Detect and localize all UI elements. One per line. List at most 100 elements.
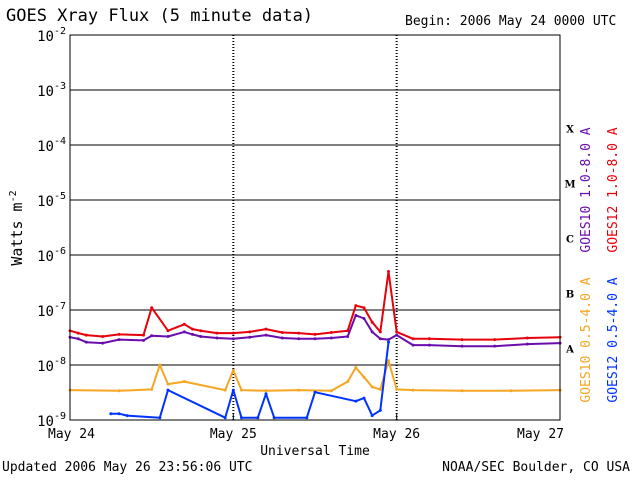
data-point: [395, 333, 399, 337]
y-axis-label-exp: -2: [8, 190, 19, 202]
data-point: [313, 337, 317, 341]
updated-timestamp: Updated 2006 May 26 23:56:06 UTC: [2, 460, 253, 475]
flare-class-label: M: [564, 179, 575, 190]
data-point: [493, 344, 497, 348]
y-tick-label: 10-4: [37, 136, 66, 155]
data-point: [142, 338, 145, 342]
flare-class-label: C: [566, 234, 574, 245]
data-point: [150, 334, 154, 338]
data-point: [354, 313, 358, 317]
data-point: [248, 335, 252, 339]
data-point: [346, 329, 350, 333]
data-point: [460, 344, 464, 348]
legend: GOES10 1.0-8.0 A GOES12 1.0-8.0 A GOES10 0…: [579, 127, 621, 402]
data-point: [297, 337, 301, 341]
data-point: [378, 337, 382, 341]
data-point: [182, 330, 186, 334]
data-point: [460, 338, 464, 342]
data-point: [346, 380, 350, 384]
y-axis-ticks: 10-910-810-710-610-510-410-310-2: [37, 26, 560, 430]
data-point: [231, 331, 235, 335]
data-point: [378, 408, 382, 412]
y-tick-base: 10: [37, 359, 54, 375]
legend-entry: GOES10 1.0-8.0 A: [579, 127, 594, 252]
data-point: [354, 304, 358, 308]
begin-time: Begin: 2006 May 24 0000 UTC: [405, 14, 617, 29]
data-point: [378, 387, 382, 391]
x-tick-label: May 24: [48, 427, 95, 442]
data-point: [84, 340, 88, 344]
x-axis-label: Universal Time: [260, 444, 370, 459]
data-point: [240, 388, 243, 392]
data-point: [378, 330, 382, 334]
data-point: [117, 332, 121, 336]
data-point: [411, 388, 415, 392]
data-point: [362, 317, 366, 321]
data-point: [354, 399, 358, 403]
data-point: [191, 332, 194, 336]
data-point: [191, 327, 194, 331]
data-point: [395, 387, 399, 391]
data-point: [427, 337, 431, 341]
data-point: [264, 392, 268, 396]
y-tick-label: 10-5: [37, 191, 66, 210]
y-tick-base: 10: [37, 194, 54, 210]
y-tick-base: 10: [37, 29, 54, 45]
y-tick-base: 10: [37, 304, 54, 320]
flare-class-label: A: [565, 344, 574, 355]
data-point: [248, 330, 252, 334]
y-tick-label: 10-3: [37, 81, 66, 100]
data-point: [297, 331, 301, 335]
plot-frame: [69, 34, 561, 421]
data-point: [411, 343, 415, 347]
data-point: [158, 416, 162, 420]
data-point: [387, 270, 390, 274]
x-tick-label: May 25: [210, 427, 257, 442]
data-point: [199, 334, 203, 338]
legend-entry: GOES12 1.0-8.0 A: [606, 127, 621, 252]
legend-entry: GOES10 0.5-4.0 A: [579, 277, 594, 402]
data-point: [395, 330, 399, 334]
data-point: [125, 414, 129, 418]
data-point: [525, 342, 529, 346]
data-point: [509, 389, 513, 393]
y-tick-exp: -5: [54, 191, 66, 202]
data-point: [354, 366, 358, 370]
data-point: [427, 343, 431, 347]
data-point: [313, 332, 317, 336]
credit-text: NOAA/SEC Boulder, CO USA: [442, 460, 630, 475]
y-tick-exp: -3: [54, 81, 66, 92]
data-point: [76, 337, 80, 341]
x-axis-ticks: May 24 May 25 May 26 May 27: [48, 414, 564, 442]
data-point: [142, 333, 145, 337]
data-point: [370, 414, 374, 418]
y-tick-base: 10: [37, 249, 54, 265]
data-point: [166, 382, 170, 386]
flare-class-label: B: [566, 289, 574, 300]
y-tick-exp: -4: [54, 136, 66, 147]
data-point: [199, 329, 203, 333]
data-point: [117, 389, 121, 393]
data-point: [297, 388, 301, 392]
data-point: [264, 327, 268, 331]
flare-class-labels: A B C M X: [564, 124, 575, 355]
data-point: [460, 389, 464, 393]
y-tick-label: 10-2: [37, 26, 66, 45]
data-point: [166, 334, 170, 338]
y-axis-label-base: Watts m: [8, 202, 26, 265]
data-point: [370, 320, 374, 324]
data-point: [264, 333, 268, 337]
data-point: [362, 306, 366, 310]
data-point: [525, 336, 529, 340]
data-point: [150, 306, 154, 310]
data-point: [280, 336, 284, 340]
data-point: [223, 388, 227, 392]
y-tick-label: 10-7: [37, 301, 66, 320]
data-point: [240, 416, 243, 420]
data-point: [329, 389, 333, 393]
data-point: [272, 416, 276, 420]
chart-grid: [70, 35, 560, 420]
data-point: [84, 333, 88, 337]
y-tick-exp: -9: [54, 411, 66, 422]
